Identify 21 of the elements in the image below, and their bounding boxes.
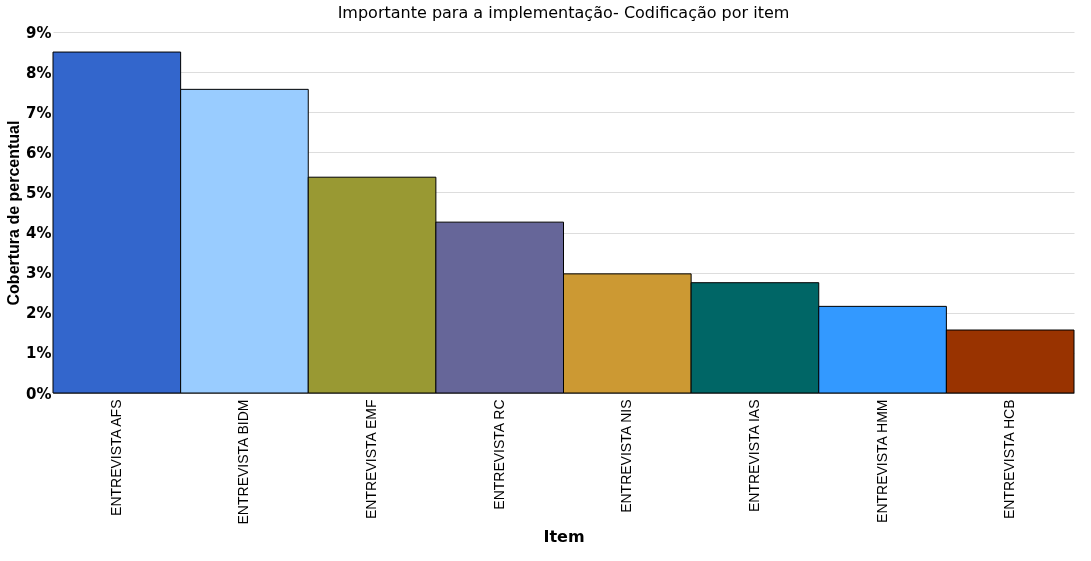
x-tick-label: ENTREVISTA HCB	[1001, 399, 1018, 520]
y-tick-label: 6%	[26, 143, 52, 162]
x-axis-title: Item	[543, 527, 585, 547]
chart-title: Importante para a implementação- Codificação por item	[337, 3, 790, 22]
x-tick-label: ENTREVISTA NIS	[618, 399, 635, 513]
y-tick-label: 2%	[26, 304, 52, 323]
x-tick-label: ENTREVISTA IAS	[745, 399, 762, 513]
y-tick-label: 3%	[26, 264, 52, 283]
x-tick-label: ENTREVISTA HMM	[873, 399, 890, 523]
x-tick-label: ENTREVISTA AFS	[107, 399, 124, 516]
y-tick-label: 4%	[26, 224, 52, 243]
x-tick-label: ENTREVISTA EMF	[363, 399, 380, 520]
y-tick-label: 0%	[26, 384, 52, 403]
y-tick-label: 5%	[26, 183, 52, 202]
y-tick-label: 8%	[26, 63, 52, 82]
x-tick-label: ENTREVISTA RC	[490, 399, 507, 510]
x-tick-label: ENTREVISTA BIDM	[235, 399, 252, 525]
y-tick-label: 7%	[26, 103, 52, 122]
y-tick-label: 1%	[26, 344, 52, 363]
y-tick-label: 9%	[26, 23, 52, 42]
y-axis-title: Cobertura de percentual	[5, 120, 23, 306]
